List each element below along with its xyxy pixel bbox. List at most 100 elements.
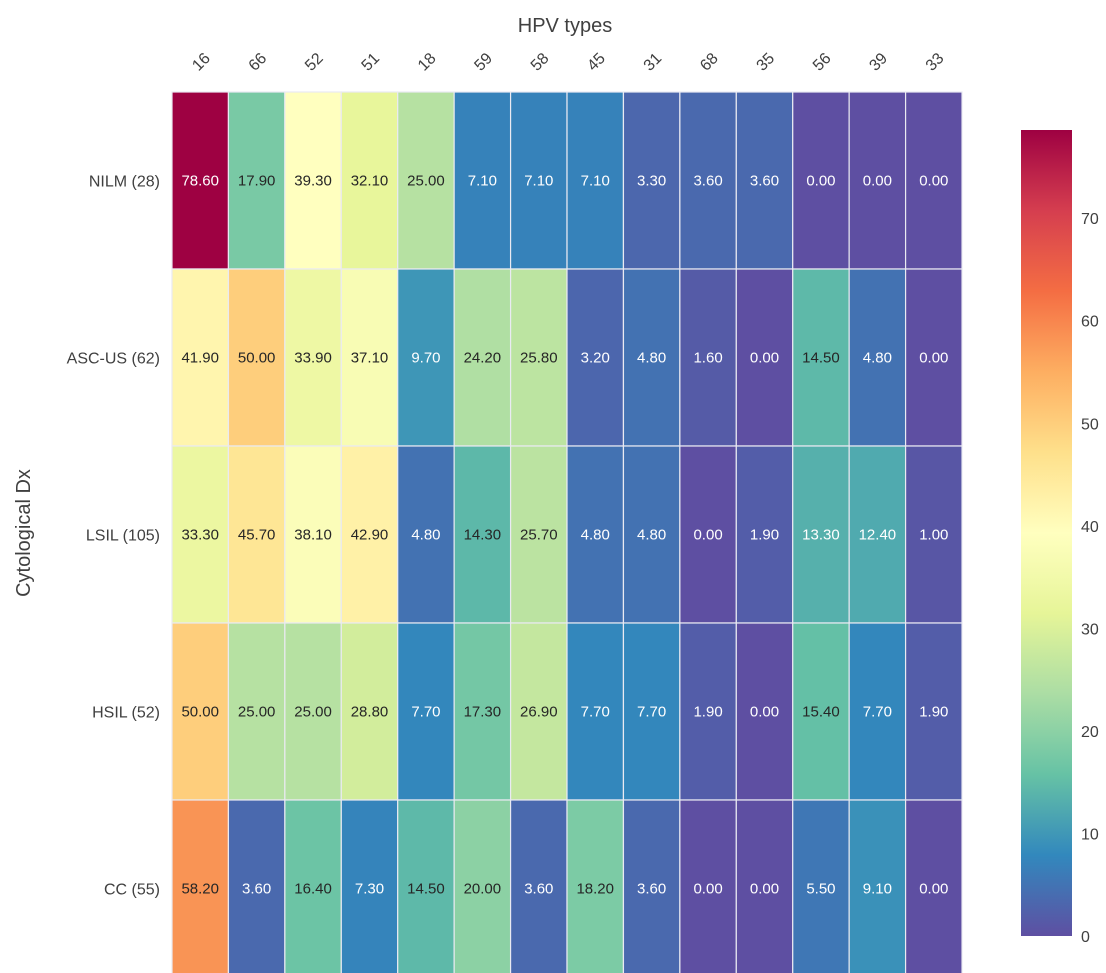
cell-value-label: 39.30 <box>294 173 332 190</box>
cell-value-label: 0.00 <box>693 881 722 898</box>
y-tick-label: CC (55) <box>104 882 160 899</box>
cell-value-label: 7.10 <box>468 173 497 190</box>
heatmap-cell-lsil-105-35 <box>735 445 794 624</box>
x-tick-label: 51 <box>359 50 384 75</box>
cell-value-label: 3.30 <box>637 173 666 190</box>
x-tick-label: 52 <box>302 50 327 75</box>
heatmap-cell-lsil-105-31 <box>622 445 681 624</box>
cell-value-label: 58.20 <box>181 881 219 898</box>
heatmap-cell-hsil-52-33 <box>904 622 963 801</box>
heatmap-cell-lsil-105-52 <box>284 445 342 624</box>
heatmap-cell-hsil-52-16 <box>171 622 230 801</box>
cell-value-label: 25.80 <box>520 350 558 367</box>
x-tick-label: 33 <box>923 50 948 75</box>
heatmap-cell-lsil-105-58 <box>509 445 568 624</box>
cell-value-label: 0.00 <box>693 527 722 544</box>
heatmap-cell-asc-us-62-58 <box>509 268 568 447</box>
cell-value-label: 14.30 <box>464 527 502 544</box>
cell-value-label: 20.00 <box>464 881 502 898</box>
x-tick-label: 16 <box>189 50 214 75</box>
heatmap-cell-lsil-105-45 <box>566 445 625 624</box>
cell-value-label: 7.70 <box>863 704 892 721</box>
heatmap-cell-cc-55-68 <box>679 799 737 973</box>
cell-value-label: 78.60 <box>181 173 219 190</box>
heatmap-cell-lsil-105-56 <box>792 445 850 624</box>
cell-value-label: 4.80 <box>863 350 892 367</box>
heatmap-cell-cc-55-33 <box>904 799 963 973</box>
cell-value-label: 0.00 <box>919 350 948 367</box>
cell-value-label: 7.30 <box>355 881 384 898</box>
heatmap-cell-hsil-52-39 <box>848 622 907 801</box>
heatmap-cell-cc-55-16 <box>171 799 230 973</box>
cell-value-label: 7.70 <box>581 704 610 721</box>
heatmap-cell-hsil-52-45 <box>566 622 625 801</box>
heatmap-cell-asc-us-62-52 <box>284 268 342 447</box>
heatmap-cell-cc-55-18 <box>397 799 455 973</box>
colorbar-tick-label: 10 <box>1081 826 1099 843</box>
heatmap-cell-hsil-52-58 <box>509 622 568 801</box>
heatmap-cell-asc-us-62-33 <box>904 268 963 447</box>
cell-value-label: 3.20 <box>581 350 610 367</box>
heatmap-cell-lsil-105-16 <box>171 445 230 624</box>
cell-value-label: 0.00 <box>919 173 948 190</box>
cell-value-label: 1.90 <box>919 704 948 721</box>
x-tick-label: 68 <box>697 50 722 75</box>
y-tick-label: HSIL (52) <box>92 705 160 722</box>
heatmap-cell-nilm-28-45 <box>566 91 625 270</box>
cell-value-label: 1.90 <box>693 704 722 721</box>
heatmap-cell-asc-us-62-18 <box>397 268 455 447</box>
colorbar: 0 10 20 30 40 50 60 70 <box>1021 130 1099 946</box>
cell-value-label: 41.90 <box>181 350 219 367</box>
heatmap-cell-nilm-28-66 <box>227 91 286 270</box>
y-tick-labels: NILM (28) ASC-US (62) LSIL (105) HSIL (52) C… <box>67 174 160 899</box>
cell-value-label: 26.90 <box>520 704 558 721</box>
cell-value-label: 50.00 <box>181 704 219 721</box>
cell-value-label: 4.80 <box>637 527 666 544</box>
heatmap-cell-nilm-28-51 <box>340 91 399 270</box>
heatmap-cell-cc-55-31 <box>622 799 681 973</box>
cell-value-label: 33.30 <box>181 527 219 544</box>
y-tick-label: ASC-US (62) <box>67 351 160 368</box>
colorbar-tick-label: 50 <box>1081 416 1099 433</box>
cell-value-label: 9.70 <box>411 350 440 367</box>
x-tick-label: 45 <box>584 50 609 75</box>
heatmap-cell-asc-us-62-45 <box>566 268 625 447</box>
x-tick-label: 31 <box>641 50 666 75</box>
y-tick-label: LSIL (105) <box>86 528 160 545</box>
heatmap-cell-nilm-28-16 <box>171 91 230 270</box>
heatmap-cell-cc-55-66 <box>227 799 286 973</box>
cell-value-label: 25.00 <box>407 173 445 190</box>
heatmap-cell-hsil-52-18 <box>397 622 455 801</box>
cell-value-label: 25.70 <box>520 527 558 544</box>
colorbar-tick-label: 0 <box>1081 929 1090 946</box>
x-tick-label: 59 <box>471 50 496 75</box>
cell-value-label: 45.70 <box>238 527 276 544</box>
heatmap-cell-hsil-52-52 <box>284 622 342 801</box>
heatmap-cell-cc-55-45 <box>566 799 625 973</box>
cell-value-label: 4.80 <box>581 527 610 544</box>
cell-value-label: 25.00 <box>238 704 276 721</box>
cell-value-label: 50.00 <box>238 350 276 367</box>
heatmap-cell-cc-55-59 <box>453 799 512 973</box>
cell-value-label: 38.10 <box>294 527 332 544</box>
heatmap-cell-cc-55-51 <box>340 799 399 973</box>
cell-value-label: 13.30 <box>802 527 840 544</box>
x-axis-title: HPV types <box>518 15 612 37</box>
heatmap-cell-asc-us-62-51 <box>340 268 399 447</box>
heatmap-cell-cc-55-52 <box>284 799 342 973</box>
heatmap-cell-lsil-105-68 <box>679 445 737 624</box>
cell-value-label: 3.60 <box>750 173 779 190</box>
heatmap-cell-asc-us-62-35 <box>735 268 794 447</box>
heatmap-cell-hsil-52-56 <box>792 622 850 801</box>
heatmap-cell-hsil-52-51 <box>340 622 399 801</box>
cell-value-label: 0.00 <box>919 881 948 898</box>
heatmap-cell-lsil-105-33 <box>904 445 963 624</box>
cell-value-label: 3.60 <box>693 173 722 190</box>
x-tick-label: 35 <box>754 50 779 75</box>
y-tick-label: NILM (28) <box>89 174 160 191</box>
cell-value-label: 5.50 <box>806 881 835 898</box>
colorbar-tick-label: 20 <box>1081 724 1099 741</box>
cell-value-label: 28.80 <box>351 704 389 721</box>
cell-value-label: 17.30 <box>464 704 502 721</box>
